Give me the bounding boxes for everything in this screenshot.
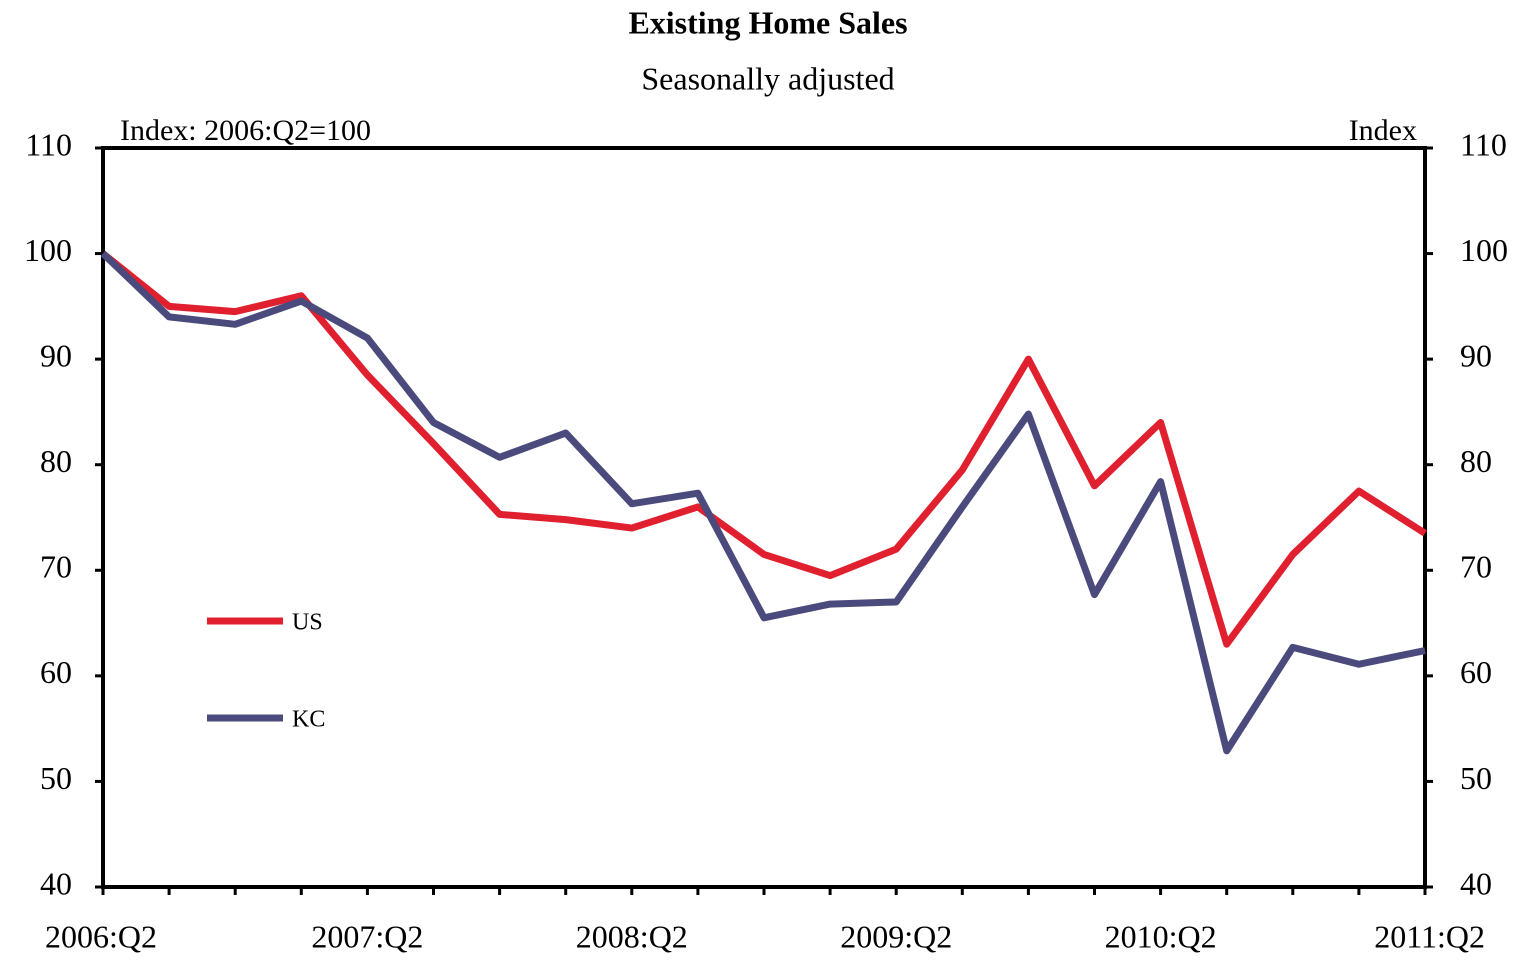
y-axis-label: Index: 2006:Q2=100 xyxy=(120,114,371,147)
y2-tick-label: 100 xyxy=(1460,232,1508,268)
x-tick-label: 2010:Q2 xyxy=(1105,918,1217,954)
y-tick-label: 110 xyxy=(25,126,72,162)
legend-label: KC xyxy=(292,707,325,733)
y-tick-label: 80 xyxy=(40,443,72,479)
x-tick-label: 2011:Q2 xyxy=(1374,918,1485,954)
y2-tick-label: 50 xyxy=(1460,760,1492,796)
y2-tick-label: 110 xyxy=(1460,126,1507,162)
y2-tick-label: 60 xyxy=(1460,654,1492,690)
y-tick-label: 50 xyxy=(40,760,72,796)
y2-tick-label: 70 xyxy=(1460,549,1492,585)
chart-subtitle: Seasonally adjusted xyxy=(641,60,894,96)
chart-title: Existing Home Sales xyxy=(628,4,907,40)
series-line xyxy=(100,251,1426,755)
y2-tick-label: 90 xyxy=(1460,337,1492,373)
y2-axis-label: Index xyxy=(1349,114,1417,147)
y-tick-label: 70 xyxy=(40,549,72,585)
x-tick-label: 2009:Q2 xyxy=(840,918,952,954)
x-tick-label: 2006:Q2 xyxy=(45,918,157,954)
y-tick-label: 40 xyxy=(40,865,72,901)
y-tick-label: 60 xyxy=(40,654,72,690)
plot-frame xyxy=(101,146,1427,889)
y-tick-label: 90 xyxy=(40,337,72,373)
y-tick-label: 100 xyxy=(24,232,72,268)
x-tick-label: 2007:Q2 xyxy=(311,918,423,954)
y2-tick-label: 80 xyxy=(1460,443,1492,479)
legend-label: US xyxy=(292,610,323,636)
y2-tick-label: 40 xyxy=(1460,865,1492,901)
x-tick-label: 2008:Q2 xyxy=(576,918,688,954)
series-line xyxy=(100,250,1427,648)
